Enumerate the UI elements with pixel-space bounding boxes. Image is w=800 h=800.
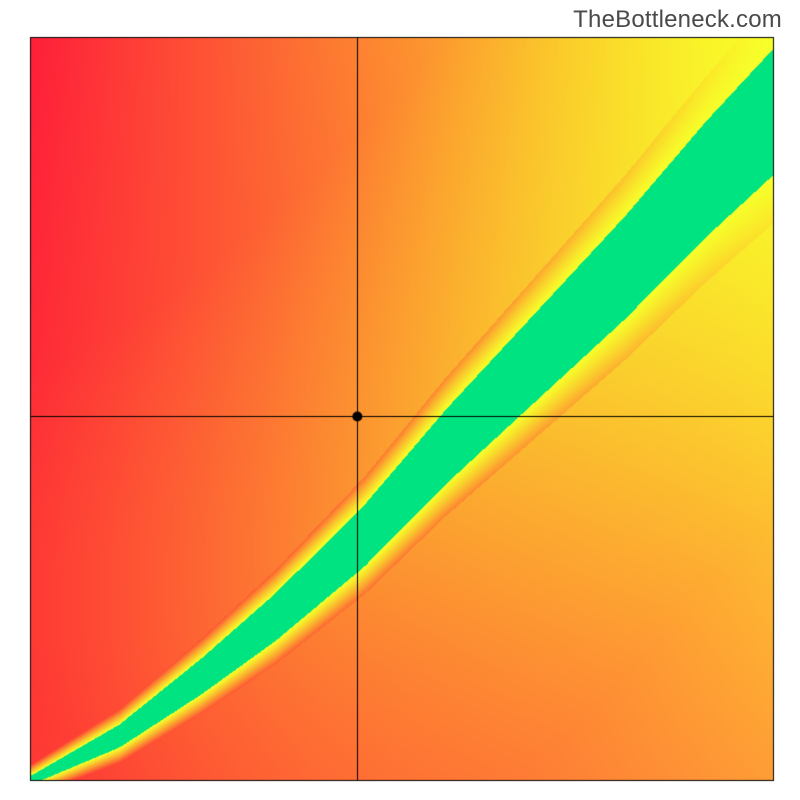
heatmap-canvas [0,0,800,800]
watermark-text: TheBottleneck.com [573,6,782,34]
chart-container: TheBottleneck.com [0,0,800,800]
